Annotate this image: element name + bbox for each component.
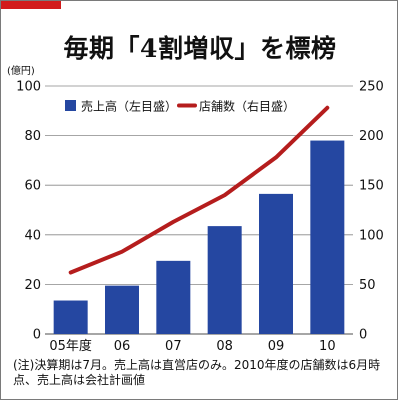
bar-sales — [259, 193, 293, 334]
bar-sales — [310, 140, 345, 334]
y-right-tick-label: 0 — [359, 328, 367, 343]
y-right-tick-label: 200 — [359, 129, 384, 144]
y-left-tick-label: 20 — [24, 278, 41, 293]
bar-sales — [207, 226, 242, 334]
y-left-tick-label: 80 — [24, 129, 41, 144]
y-right-tick-label: 250 — [359, 80, 384, 95]
y-right-tick-label: 100 — [359, 228, 384, 243]
gridlines — [45, 85, 353, 335]
y-left-tick-label: 40 — [24, 228, 41, 243]
x-tick-label: 06 — [114, 339, 131, 354]
y-left-unit: (億円) — [7, 64, 35, 77]
line-series — [68, 105, 330, 275]
x-tick-label: 09 — [268, 339, 285, 354]
bar-sales — [156, 260, 191, 334]
y-left-tick-label: 0 — [33, 328, 41, 343]
legend: 売上高（左目盛） 店舗数（右目盛） — [65, 99, 295, 114]
legend-label-stores: 店舗数（右目盛） — [199, 99, 295, 114]
accent-bar — [1, 1, 61, 9]
y-left-tick-label: 100 — [16, 80, 41, 95]
y-left-tick-label: 60 — [24, 179, 41, 194]
legend-label-sales: 売上高（左目盛） — [81, 99, 177, 114]
bar-sales — [105, 285, 139, 334]
x-tick-label: 10 — [319, 339, 336, 354]
bar-series — [53, 140, 345, 334]
combo-chart: 0 20 40 60 80 100 0 50 100 150 200 250 (億円) 05年度 06 07 0… — [7, 64, 384, 354]
line-store-count — [68, 105, 330, 275]
chart-title: 毎期「4割増収」を標榜 — [63, 34, 337, 63]
x-tick-label: 05年度 — [49, 338, 92, 354]
y-right-tick-label: 150 — [359, 179, 384, 194]
bar-sales — [53, 300, 88, 334]
axes: 0 20 40 60 80 100 0 50 100 150 200 250 (億円) 05年度 06 07 0… — [7, 64, 384, 354]
x-tick-label: 07 — [165, 339, 182, 354]
footnote: (注)決算期は7月。売上高は直営店のみ。2010年度の店舗数は6月時点、売上高は… — [13, 358, 381, 387]
x-tick-label: 08 — [216, 339, 233, 354]
legend-swatch-sales — [65, 100, 76, 111]
y-right-tick-label: 50 — [359, 278, 376, 293]
